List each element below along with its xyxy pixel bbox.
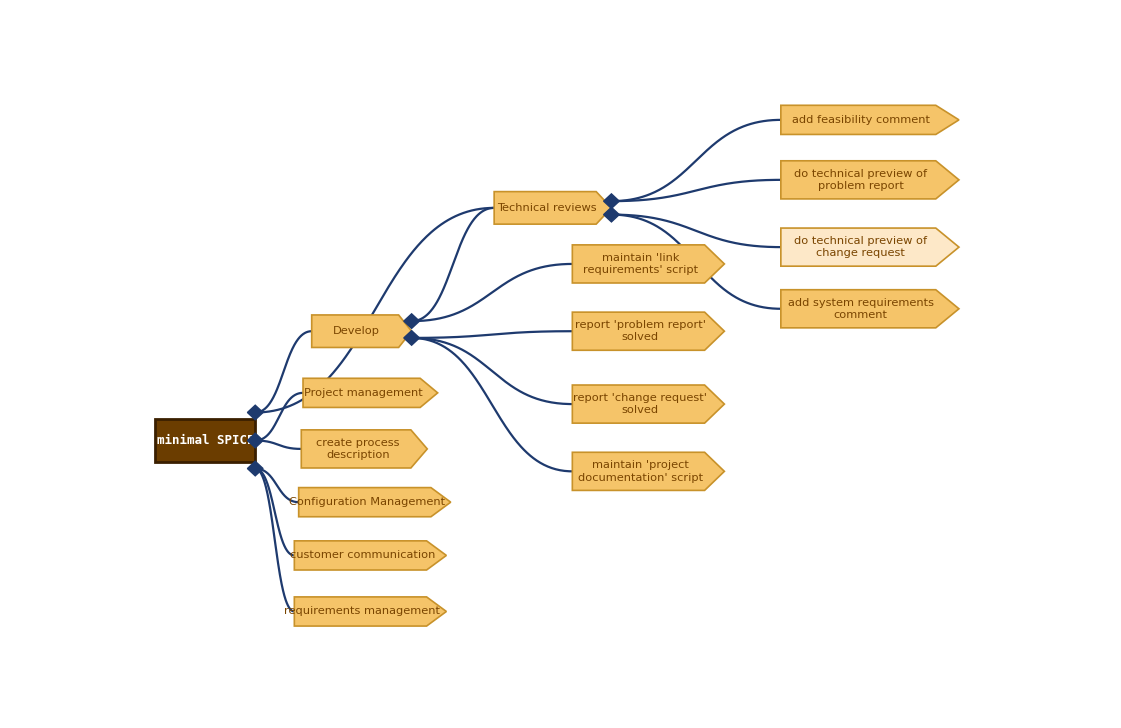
Bar: [156, 419, 256, 462]
Polygon shape: [248, 405, 263, 420]
Polygon shape: [295, 597, 446, 626]
Text: minimal SPICE: minimal SPICE: [157, 434, 254, 447]
Polygon shape: [603, 194, 619, 208]
Polygon shape: [298, 488, 451, 517]
Polygon shape: [295, 541, 446, 570]
Text: Develop: Develop: [333, 326, 380, 336]
Text: customer communication: customer communication: [289, 550, 435, 561]
Polygon shape: [573, 385, 724, 423]
Polygon shape: [494, 191, 611, 224]
Text: add system requirements
comment: add system requirements comment: [788, 298, 934, 320]
Polygon shape: [781, 228, 958, 266]
Text: Configuration Management: Configuration Management: [289, 497, 445, 507]
Polygon shape: [573, 452, 724, 491]
Text: report 'change request'
solved: report 'change request' solved: [574, 393, 707, 415]
Text: do technical preview of
change request: do technical preview of change request: [794, 236, 927, 258]
Polygon shape: [312, 315, 411, 347]
Polygon shape: [573, 245, 724, 283]
Polygon shape: [248, 433, 263, 448]
Polygon shape: [248, 462, 263, 476]
Polygon shape: [781, 290, 958, 328]
Text: add feasibility comment: add feasibility comment: [791, 115, 929, 125]
Polygon shape: [781, 161, 958, 199]
Text: maintain 'link
requirements' script: maintain 'link requirements' script: [583, 253, 698, 275]
Polygon shape: [404, 331, 419, 345]
Text: create process
description: create process description: [316, 438, 399, 460]
Polygon shape: [404, 314, 419, 328]
Text: maintain 'project
documentation' script: maintain 'project documentation' script: [578, 460, 703, 483]
Polygon shape: [573, 312, 724, 350]
Polygon shape: [302, 430, 427, 468]
Text: report 'problem report'
solved: report 'problem report' solved: [575, 320, 706, 342]
Text: Technical reviews: Technical reviews: [497, 203, 596, 213]
Polygon shape: [603, 207, 619, 222]
Polygon shape: [781, 106, 958, 135]
Text: Project management: Project management: [304, 388, 423, 398]
Text: do technical preview of
problem report: do technical preview of problem report: [794, 169, 927, 191]
Polygon shape: [303, 379, 437, 408]
Text: requirements management: requirements management: [285, 606, 441, 617]
